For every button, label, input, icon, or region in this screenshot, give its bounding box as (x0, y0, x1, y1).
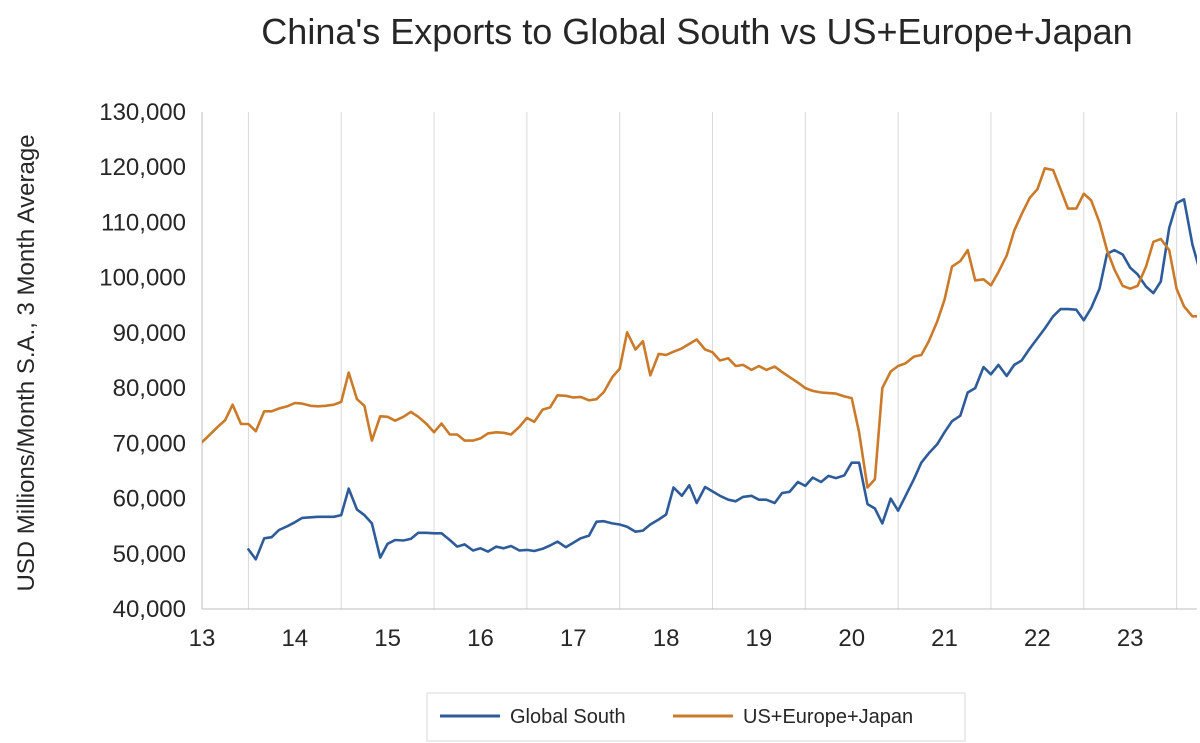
y-tick-label: 50,000 (113, 541, 186, 568)
x-tick-label: 15 (374, 625, 401, 652)
x-tick-label: 17 (560, 625, 587, 652)
x-tick-label: 13 (189, 625, 216, 652)
x-tick-label: 23 (1117, 625, 1144, 652)
y-tick-label: 120,000 (99, 154, 186, 181)
y-tick-label: 80,000 (113, 375, 186, 402)
chart-title: China's Exports to Global South vs US+Eu… (261, 11, 1132, 52)
series-lines (202, 167, 1197, 561)
y-tick-label: 110,000 (101, 209, 186, 236)
x-tick-label: 21 (931, 625, 958, 652)
x-tick-label: 19 (746, 625, 773, 652)
y-tick-label: 90,000 (113, 320, 186, 347)
y-tick-label: 40,000 (113, 596, 186, 623)
x-tick-label: 18 (653, 625, 680, 652)
y-tick-label: 70,000 (113, 430, 186, 457)
legend-label: Global South (510, 706, 626, 728)
x-tick-label: 16 (467, 625, 494, 652)
y-tick-label: 60,000 (113, 486, 186, 513)
y-axis-label: USD Millions/Month S.A., 3 Month Average (13, 134, 40, 591)
axes: 40,000 50,000 60,000 70,000 80,000 90,000 100,… (99, 99, 1197, 652)
x-tick-label: 22 (1024, 625, 1051, 652)
x-tick-label: 14 (281, 625, 308, 652)
x-tick-label: 20 (838, 625, 865, 652)
y-tick-label: 100,000 (99, 265, 186, 292)
y-tick-label: 130,000 (99, 99, 186, 126)
legend-label: US+Europe+Japan (743, 706, 913, 728)
legend: Global South US+Europe+Japan (426, 692, 966, 742)
gridlines (247, 112, 1178, 609)
series-line-global-south (247, 198, 1197, 561)
series-line-us-europe-japan (202, 167, 1197, 489)
